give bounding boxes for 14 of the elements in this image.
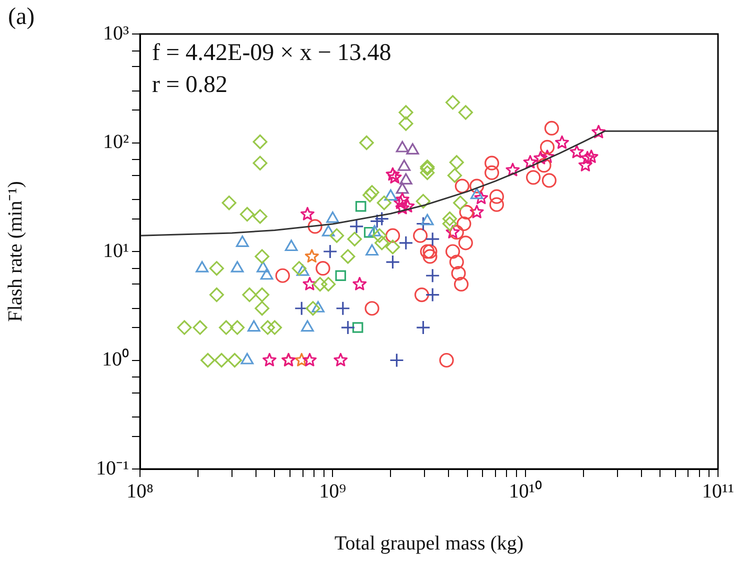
y-tick-label: 10² xyxy=(103,131,129,153)
annotation: r = 0.82 xyxy=(152,72,228,99)
x-tick-label: 10⁹ xyxy=(319,480,346,502)
x-tick-label: 10¹⁰ xyxy=(508,479,542,502)
x-axis-title: Total graupel mass (kg) xyxy=(334,532,524,554)
y-tick-label: 10⁰ xyxy=(102,348,129,370)
x-tick-label: 10⁸ xyxy=(126,480,154,502)
y-tick-label: 10⁻¹ xyxy=(96,457,129,480)
y-tick-label: 10³ xyxy=(103,22,129,44)
x-tick-label: 10¹¹ xyxy=(702,480,734,502)
text: (a) xyxy=(8,4,35,31)
y-axis-title: Flash rate (min⁻¹) xyxy=(4,181,26,322)
y-tick-label: 10¹ xyxy=(103,240,129,262)
annotation: f = 4.42E-09 × x − 13.48 xyxy=(152,40,392,67)
